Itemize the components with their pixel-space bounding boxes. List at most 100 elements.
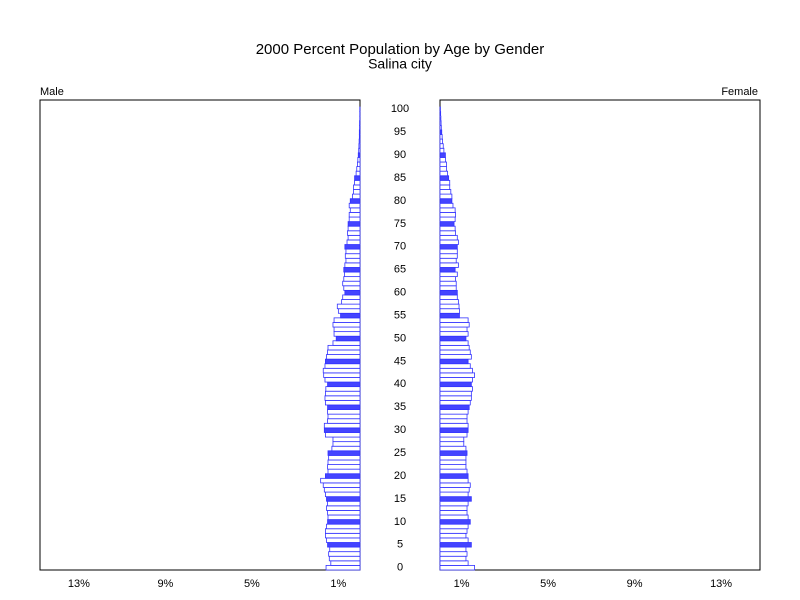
bar	[325, 399, 361, 406]
bar	[439, 175, 450, 181]
bar	[439, 505, 468, 511]
bar	[330, 560, 361, 566]
bar	[326, 523, 361, 530]
bar	[439, 454, 467, 461]
bar	[325, 473, 361, 479]
bar	[439, 225, 456, 232]
age-label: 5	[397, 539, 403, 551]
bar	[344, 289, 361, 296]
age-label: 60	[394, 287, 406, 299]
bar	[325, 565, 361, 571]
bar	[439, 386, 473, 392]
bar	[439, 138, 443, 145]
bar	[439, 244, 458, 250]
bar	[327, 510, 361, 516]
bar	[439, 285, 457, 291]
bar	[348, 202, 361, 209]
bar	[352, 193, 361, 200]
bar	[327, 409, 361, 415]
x-tick-label: 1%	[454, 578, 470, 590]
x-tick-label: 5%	[244, 578, 260, 590]
bar	[337, 308, 361, 314]
bar	[439, 221, 455, 227]
bar	[343, 276, 361, 282]
bar	[439, 202, 454, 209]
bar	[439, 523, 469, 530]
bar	[439, 198, 453, 204]
bar	[346, 239, 361, 245]
age-label: 0	[397, 562, 403, 574]
bar	[439, 207, 456, 213]
bar	[439, 514, 469, 520]
age-label: 20	[394, 470, 406, 482]
age-label: 25	[394, 447, 406, 459]
bar	[439, 303, 460, 310]
bar	[439, 367, 473, 374]
bar	[439, 436, 465, 443]
bar	[327, 468, 361, 475]
bar	[343, 285, 361, 291]
bar	[439, 464, 467, 470]
bar	[345, 257, 361, 264]
bar	[320, 477, 361, 484]
bar	[324, 363, 361, 369]
bar	[327, 519, 361, 525]
bar	[439, 111, 442, 117]
bar	[342, 294, 361, 300]
age-label: 75	[394, 218, 406, 230]
bar	[439, 129, 443, 135]
bar	[327, 500, 361, 507]
bar	[354, 179, 361, 186]
bar	[439, 491, 469, 498]
bar	[439, 299, 459, 305]
bar	[353, 184, 361, 190]
age-label: 40	[394, 378, 406, 390]
bar	[439, 212, 456, 218]
bar	[324, 377, 361, 383]
bar	[354, 175, 361, 181]
bar	[439, 537, 469, 543]
bar	[439, 395, 472, 401]
bar	[325, 432, 361, 438]
bar	[332, 441, 361, 447]
bar	[439, 124, 442, 131]
bar	[439, 542, 472, 548]
bar	[439, 432, 468, 438]
bar	[439, 179, 451, 186]
bar	[439, 322, 470, 328]
bar	[439, 161, 447, 167]
bar	[439, 510, 468, 516]
bar	[439, 152, 446, 158]
bar	[439, 216, 456, 223]
bar	[439, 532, 467, 539]
age-label: 55	[394, 309, 406, 321]
bar	[333, 331, 361, 337]
bar	[439, 519, 471, 525]
bar	[336, 303, 361, 310]
bar	[439, 528, 468, 534]
bar	[439, 381, 472, 388]
bar	[326, 505, 361, 511]
age-label: 90	[394, 149, 406, 161]
bar	[327, 514, 361, 520]
bar	[439, 500, 469, 507]
bar	[358, 147, 361, 154]
bar	[342, 280, 361, 287]
bar	[325, 386, 361, 392]
bar	[324, 395, 361, 401]
bar	[326, 496, 361, 502]
bar	[439, 170, 448, 177]
age-label: 45	[394, 355, 406, 367]
bar	[325, 491, 361, 498]
x-tick-label: 13%	[710, 578, 732, 590]
bar	[439, 326, 468, 333]
bar	[328, 454, 361, 461]
bar	[348, 216, 361, 223]
x-tick-label: 9%	[627, 578, 643, 590]
bar	[344, 262, 361, 268]
bar	[323, 372, 361, 378]
bar	[439, 482, 471, 488]
bar	[358, 138, 361, 145]
x-tick-label: 13%	[68, 578, 90, 590]
panel-label: Female	[721, 86, 758, 98]
